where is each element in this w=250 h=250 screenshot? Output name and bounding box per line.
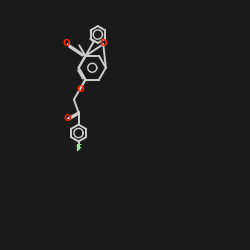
- Text: O: O: [63, 114, 71, 123]
- Text: O: O: [76, 85, 84, 94]
- Text: O: O: [62, 39, 70, 48]
- Text: F: F: [76, 144, 82, 154]
- Text: O: O: [100, 39, 108, 48]
